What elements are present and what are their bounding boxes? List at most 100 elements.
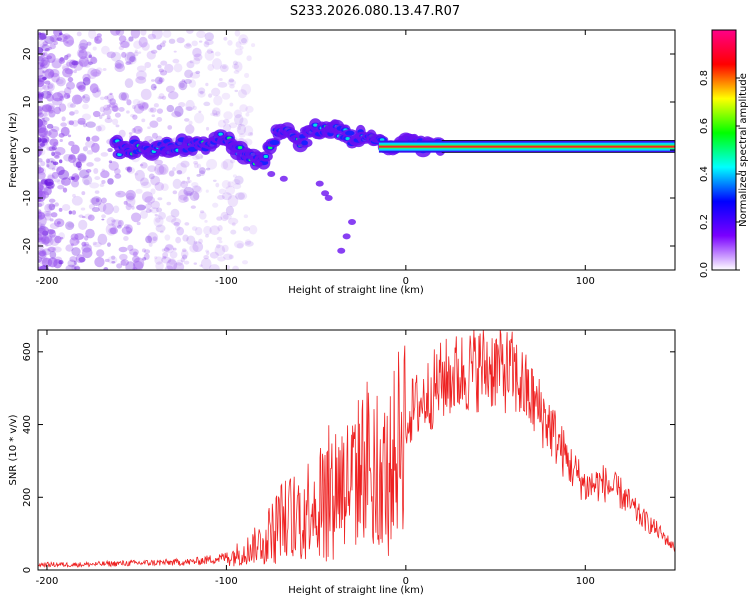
spectrogram-noise-blob (141, 118, 146, 123)
spectrogram-noise-blob (211, 109, 218, 116)
spectrogram-noise-blob (95, 125, 102, 132)
spectrogram-noise-blob (193, 192, 200, 200)
spectrogram-noise-blob (188, 120, 193, 126)
spectrogram-noise-blob (196, 163, 202, 169)
spectrogram-noise-blob (234, 240, 245, 249)
spectrogram-noise-blob (186, 30, 194, 34)
spectrogram-noise-blob (91, 135, 100, 142)
spectrogram-noise-blob (136, 221, 141, 226)
colorbar-tick-label: 0.6 (699, 118, 710, 134)
spectrogram-noise-blob (54, 155, 60, 159)
spectrogram-noise-blob (191, 226, 198, 231)
spectrogram-noise-blob (38, 105, 48, 118)
spectrogram-noise-blob (67, 222, 75, 228)
spectrogram-noise-blob (157, 197, 163, 201)
spectrogram-noise-blob (38, 87, 43, 91)
spectrogram-noise-blob (38, 124, 43, 131)
spectrogram-noise-blob (62, 65, 70, 72)
spectrogram-noise-blob (237, 192, 248, 201)
spectrogram-noise-blob (38, 94, 43, 104)
spectrogram-noise-blob (119, 253, 128, 261)
spectrogram-noise-blob (183, 260, 190, 265)
colorbar-tick-label: 0.4 (699, 166, 710, 182)
spectrogram-noise-blob (38, 145, 43, 157)
spectrogram-noise-blob (47, 185, 54, 190)
spectrogram-noise-blob (82, 146, 88, 152)
figure-title: S233.2026.080.13.47.R07 (290, 4, 460, 19)
spectrogram-noise-blob (239, 104, 248, 113)
spectrogram-noise-blob (108, 227, 117, 235)
spectrogram-noise-blob (55, 78, 64, 85)
spectrogram-noise-blob (92, 110, 101, 118)
spectrogram-noise-blob (60, 126, 70, 137)
spectrogram-noise-blob (64, 68, 74, 75)
spectrogram-noise-blob (240, 37, 248, 44)
spectrogram-noise-blob (71, 60, 79, 66)
spectrogram-noise-blob (172, 167, 177, 172)
spectrogram-noise-blob (114, 173, 122, 179)
spectrogram-ridge-peak (218, 132, 223, 136)
spectrogram-noise-blob (232, 179, 241, 185)
spectrogram-noise-blob (133, 40, 143, 50)
spectrogram-branch-blob (348, 219, 357, 225)
spectrogram-noise-blob (56, 221, 61, 225)
spectrogram-noise-blob (125, 189, 136, 200)
spectrogram-noise-blob (115, 62, 122, 69)
spectrogram-noise-blob (51, 60, 62, 69)
spectrogram-noise-blob (134, 172, 139, 176)
spectrogram-noise-blob (71, 94, 83, 105)
spectrogram-noise-blob (106, 51, 116, 59)
spectrogram-noise-blob (77, 154, 87, 164)
spectrogram-noise-blob (48, 146, 56, 152)
spectrogram-noise-blob (198, 238, 203, 244)
spectrogram-noise-blob (107, 256, 118, 264)
spectrogram-noise-blob (44, 48, 50, 52)
spectrogram-noise-blob (248, 224, 258, 235)
spectrogram-noise-blob (125, 261, 136, 270)
spectrogram-noise-blob (138, 36, 148, 48)
spectrogram-noise-blob (226, 265, 230, 270)
spectrogram-noise-blob (225, 205, 234, 216)
spectrogram-noise-blob (53, 141, 59, 147)
spectrogram-noise-blob (227, 40, 233, 46)
spectrogram-noise-blob (133, 257, 145, 270)
spectrogram-noise-blob (82, 174, 93, 186)
spectrogram-noise-blob (38, 232, 47, 243)
spectrogram-noise-blob (157, 79, 163, 85)
snr-xtick-label: -100 (215, 576, 238, 587)
spectrogram-noise-blob (75, 161, 82, 168)
spectrogram-noise-blob (154, 256, 163, 265)
spectrogram-noise-blob (181, 254, 188, 260)
spectrogram-noise-blob (185, 99, 195, 112)
spectrogram-noise-blob (111, 219, 117, 223)
spectrogram-noise-blob (93, 35, 103, 45)
spectrogram-noise-blob (45, 158, 51, 164)
spectrogram-noise-blob (136, 100, 146, 109)
snr-panel: -200 -100 0 100 0 200 400 600 Height of straig… (8, 329, 676, 596)
spectrogram-noise-blob (100, 152, 109, 157)
spectrogram-noise-blob (73, 175, 80, 181)
spectrogram-noise-blob (74, 233, 85, 241)
spectrogram-noise-blob (128, 132, 133, 135)
spectrogram-noise-blob (84, 51, 92, 59)
spectrogram-noise-blob (184, 118, 190, 122)
spectrogram-noise-blob (106, 104, 112, 108)
spectrogram-noise-blob (67, 259, 77, 268)
spectrogram-noise-blob (147, 33, 156, 40)
spectrogram-noise-blob (45, 244, 49, 247)
spectrogram-noise-blob (171, 218, 182, 226)
spectrogram-noise-blob (192, 47, 202, 58)
spectrogram-noise-blob (152, 236, 158, 242)
spectrogram-noise-blob (166, 259, 178, 270)
spectrogram-noise-blob (120, 41, 130, 48)
spectrogram-noise-blob (48, 203, 56, 211)
spectrogram-noise-blob (245, 105, 254, 113)
spectrogram-noise-blob (180, 249, 189, 259)
spectrogram-noise-blob (176, 170, 183, 175)
spectrogram-noise-blob (134, 49, 138, 53)
spectrogram-noise-blob (99, 96, 105, 101)
spectrogram-noise-blob (38, 141, 49, 149)
snr-ytick-label: 600 (22, 342, 33, 361)
spectrogram-noise-blob (54, 202, 59, 207)
spectrogram-noise-blob (176, 226, 185, 236)
